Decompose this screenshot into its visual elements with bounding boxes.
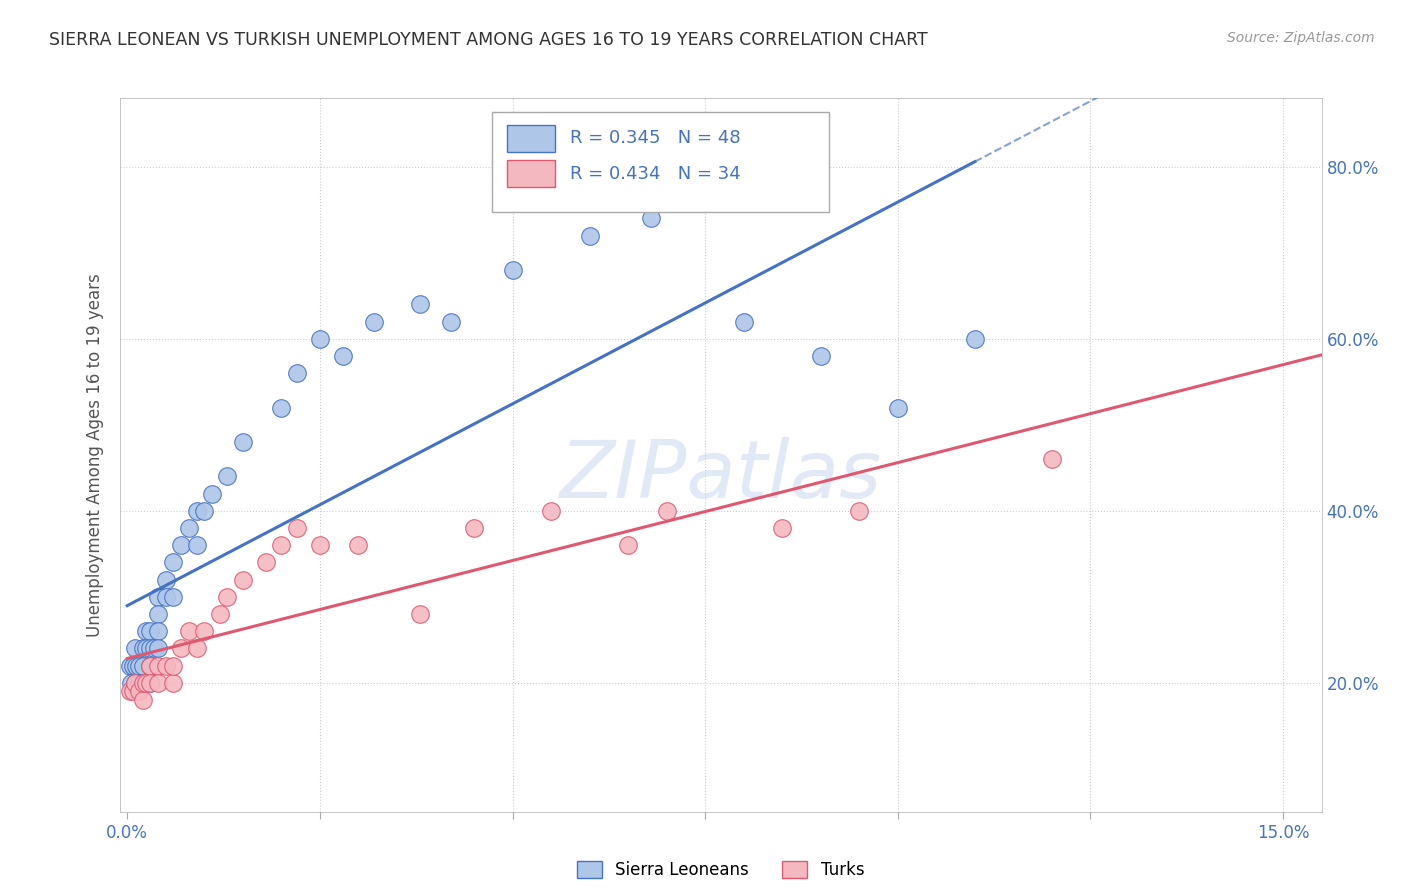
- Point: [770, 521, 793, 535]
- Point: [131, 693, 153, 707]
- Point: [270, 401, 292, 415]
- Point: [146, 641, 169, 656]
- Point: [131, 675, 153, 690]
- Point: [1040, 452, 1063, 467]
- Point: [146, 590, 169, 604]
- Point: [135, 675, 157, 690]
- Point: [122, 658, 145, 673]
- Point: [186, 641, 208, 656]
- Point: [963, 332, 986, 346]
- Point: [309, 332, 332, 346]
- Point: [122, 684, 145, 698]
- Point: [162, 590, 184, 604]
- Point: [733, 315, 755, 329]
- Point: [285, 521, 308, 535]
- Point: [254, 555, 277, 569]
- Point: [347, 538, 370, 552]
- Point: [285, 366, 308, 380]
- Point: [131, 658, 153, 673]
- Point: [128, 684, 150, 698]
- Point: [186, 538, 208, 552]
- Point: [135, 624, 157, 639]
- Point: [143, 641, 166, 656]
- Point: [118, 684, 141, 698]
- Point: [162, 675, 184, 690]
- Point: [887, 401, 910, 415]
- Point: [139, 675, 162, 690]
- Point: [146, 658, 169, 673]
- Legend: Sierra Leoneans, Turks: Sierra Leoneans, Turks: [571, 854, 870, 886]
- Point: [146, 607, 169, 621]
- Point: [193, 504, 215, 518]
- Point: [118, 658, 141, 673]
- Point: [146, 624, 169, 639]
- Point: [139, 658, 162, 673]
- Text: ZIPatlas: ZIPatlas: [560, 437, 882, 516]
- Text: SIERRA LEONEAN VS TURKISH UNEMPLOYMENT AMONG AGES 16 TO 19 YEARS CORRELATION CHA: SIERRA LEONEAN VS TURKISH UNEMPLOYMENT A…: [49, 31, 928, 49]
- Point: [217, 590, 239, 604]
- Point: [128, 675, 150, 690]
- Point: [155, 658, 177, 673]
- Point: [208, 607, 231, 621]
- Point: [139, 624, 162, 639]
- Point: [124, 675, 146, 690]
- Point: [120, 675, 142, 690]
- Point: [270, 538, 292, 552]
- Point: [170, 538, 193, 552]
- Point: [617, 538, 640, 552]
- Point: [139, 658, 162, 673]
- Point: [124, 675, 146, 690]
- Point: [177, 624, 200, 639]
- Point: [332, 349, 354, 363]
- Point: [186, 504, 208, 518]
- FancyBboxPatch shape: [506, 125, 555, 152]
- Point: [309, 538, 332, 552]
- Point: [170, 641, 193, 656]
- FancyBboxPatch shape: [492, 112, 828, 212]
- Point: [217, 469, 239, 483]
- Point: [363, 315, 385, 329]
- Point: [162, 555, 184, 569]
- Text: Source: ZipAtlas.com: Source: ZipAtlas.com: [1227, 31, 1375, 45]
- Text: R = 0.345   N = 48: R = 0.345 N = 48: [571, 129, 741, 147]
- Point: [128, 658, 150, 673]
- Point: [131, 675, 153, 690]
- Point: [177, 521, 200, 535]
- Point: [193, 624, 215, 639]
- Point: [810, 349, 832, 363]
- Point: [124, 641, 146, 656]
- Point: [440, 315, 463, 329]
- Point: [135, 641, 157, 656]
- Point: [463, 521, 485, 535]
- Point: [232, 573, 254, 587]
- Point: [162, 658, 184, 673]
- Point: [409, 607, 432, 621]
- Point: [201, 486, 224, 500]
- Point: [640, 211, 662, 226]
- Point: [139, 675, 162, 690]
- Point: [655, 504, 678, 518]
- Point: [578, 228, 600, 243]
- Text: R = 0.434   N = 34: R = 0.434 N = 34: [571, 165, 741, 183]
- Point: [848, 504, 870, 518]
- Point: [125, 658, 148, 673]
- Point: [155, 590, 177, 604]
- Point: [232, 435, 254, 450]
- Point: [502, 263, 524, 277]
- Point: [409, 297, 432, 311]
- Point: [131, 641, 153, 656]
- Point: [139, 641, 162, 656]
- Point: [146, 675, 169, 690]
- Y-axis label: Unemployment Among Ages 16 to 19 years: Unemployment Among Ages 16 to 19 years: [86, 273, 104, 637]
- FancyBboxPatch shape: [506, 161, 555, 187]
- Point: [155, 573, 177, 587]
- Point: [540, 504, 562, 518]
